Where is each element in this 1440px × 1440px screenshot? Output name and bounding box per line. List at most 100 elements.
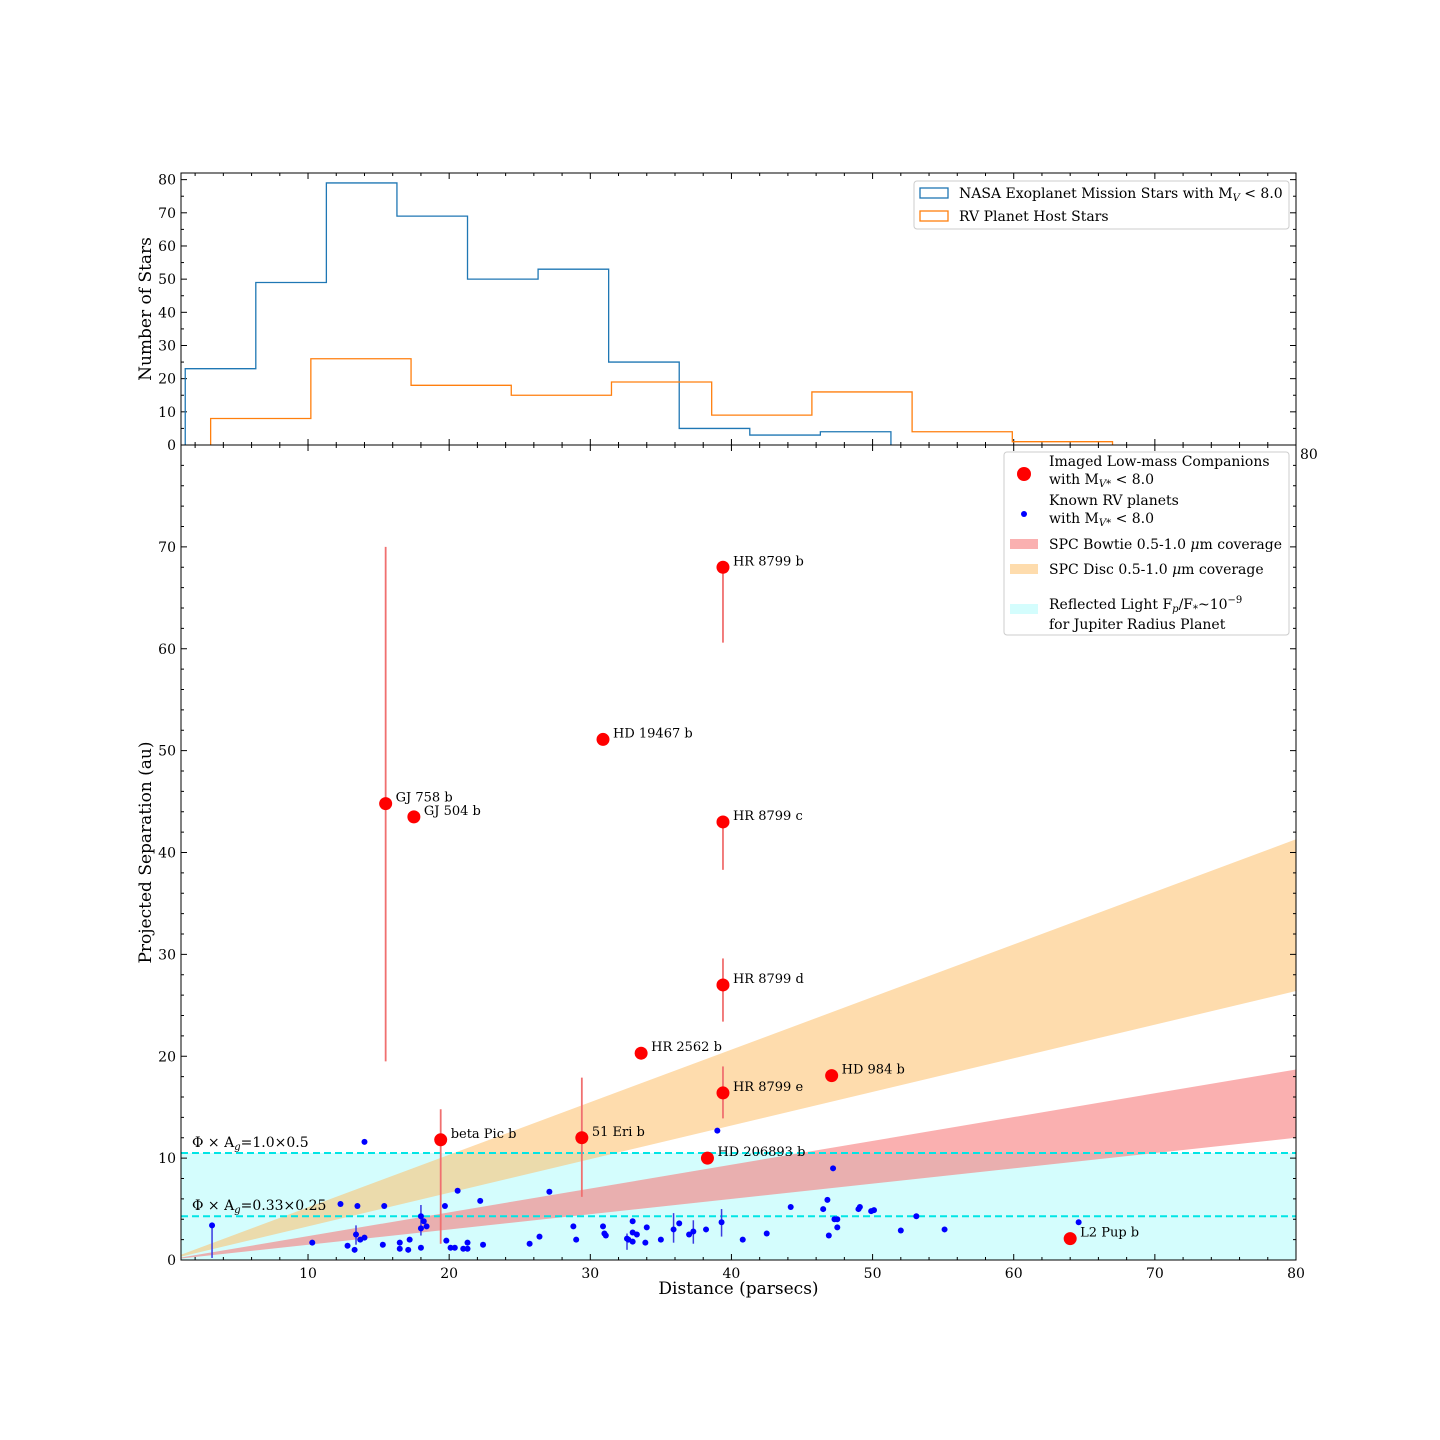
y-tick-label: 30 — [158, 338, 176, 354]
y-tick-label: 50 — [158, 744, 176, 760]
companion-label: beta Pic b — [451, 1127, 517, 1142]
x-tick-label: 80 — [1300, 447, 1318, 463]
text-span: Reflected Light F — [1049, 597, 1172, 613]
rv-planet-point — [739, 1236, 746, 1243]
x-tick-label: 60 — [1005, 1266, 1023, 1282]
rv-planet-point — [536, 1233, 543, 1240]
text-span: ~10 — [1198, 597, 1228, 613]
rv-planet-point — [714, 1127, 721, 1134]
histogram-legend — [913, 180, 1290, 230]
text-span: =0.33×0.25 — [241, 1198, 327, 1214]
text-span: μ — [1190, 537, 1199, 553]
x-tick-label: 70 — [1146, 1266, 1164, 1282]
text-span: * — [1193, 604, 1198, 615]
companion-label: HR 8799 c — [733, 809, 803, 824]
text-span: g — [234, 1205, 240, 1216]
text-span: V* — [1099, 479, 1111, 490]
x-tick-label: 20 — [440, 1266, 458, 1282]
histogram-panel: 0 10 20 30 40 50 60 70 80 80 Number of Stars NASA E… — [136, 172, 1318, 463]
rv-planet-point — [423, 1223, 430, 1230]
legend-label: SPC Bowtie 0.5-1.0 μm coverage — [1049, 537, 1282, 553]
y-tick-label: 40 — [158, 305, 176, 321]
rv-planet-point — [633, 1231, 640, 1238]
y-tick-label: 30 — [158, 947, 176, 963]
legend-label: NASA Exoplanet Mission Stars with MV < 8… — [959, 186, 1283, 204]
y-tick-label: 40 — [158, 846, 176, 862]
y-tick-label: 60 — [158, 239, 176, 255]
rv-planet-point — [405, 1246, 412, 1253]
companion-label: 51 Eri b — [592, 1125, 645, 1140]
rv-planet-point — [629, 1218, 636, 1225]
rv-planet-point — [417, 1244, 424, 1251]
companion-point — [575, 1131, 589, 1145]
rv-planet-point — [351, 1246, 358, 1253]
rv-planet-point — [570, 1223, 577, 1230]
companion-point — [634, 1046, 648, 1060]
y-tick-label: 20 — [158, 1049, 176, 1065]
legend-swatch — [919, 210, 949, 222]
rv-planet-point — [526, 1240, 533, 1247]
rv-planet-point — [361, 1234, 368, 1241]
rv-planet-point — [834, 1216, 841, 1223]
rv-planet-point — [830, 1165, 837, 1172]
companion-label: HD 984 b — [842, 1063, 905, 1078]
text-span: Φ × A — [192, 1135, 235, 1151]
y-tick-label: 70 — [158, 206, 176, 222]
x-tick-label: 10 — [299, 1266, 317, 1282]
rv-planet-point — [573, 1236, 580, 1243]
legend-label: SPC Disc 0.5-1.0 μm coverage — [1049, 562, 1264, 578]
scatter-plot-area — [181, 546, 1296, 1260]
companion-point — [379, 797, 393, 811]
x-tick-label: 50 — [864, 1266, 882, 1282]
text-span: /F — [1179, 597, 1194, 613]
text-span: SPC Disc 0.5-1.0 — [1049, 562, 1172, 578]
companion-label: HD 19467 b — [613, 726, 693, 741]
y-axis-title: Projected Separation (au) — [136, 741, 156, 963]
text-span: m coverage — [1181, 562, 1263, 578]
rv-planet-point — [824, 1196, 831, 1203]
text-span: V* — [1099, 518, 1111, 529]
rv-planet-point — [856, 1204, 863, 1211]
rv-planet-point — [477, 1197, 484, 1204]
rv-planet-point — [546, 1188, 553, 1195]
x-axis-title: Distance (parsecs) — [658, 1279, 818, 1299]
legend-label: Imaged Low-mass Companions — [1049, 454, 1270, 470]
y-tick-label: 20 — [158, 372, 176, 388]
companion-point — [716, 1086, 730, 1100]
rv-planet-point — [464, 1245, 471, 1252]
legend-label: Reflected Light Fp/F*~10−9 — [1049, 595, 1242, 615]
rv-planet-point — [464, 1239, 471, 1246]
text-span: < 8.0 — [1111, 511, 1154, 527]
rv-planet-point — [396, 1245, 403, 1252]
text-span: RV Planet Host Stars — [959, 209, 1109, 225]
rv-planet-point — [676, 1220, 683, 1227]
companion-label: GJ 504 b — [424, 804, 481, 819]
histogram-series-0 — [184, 182, 892, 445]
rv-planet-point — [406, 1236, 413, 1243]
rv-planet-point — [913, 1213, 920, 1220]
legend-label: for Jupiter Radius Planet — [1049, 617, 1226, 633]
rv-planet-point — [941, 1226, 948, 1233]
companion-point — [700, 1151, 714, 1165]
text-span: p — [1172, 604, 1179, 615]
rv-planet-point — [629, 1238, 636, 1245]
companion-label: HR 8799 b — [733, 554, 804, 569]
rv-planet-point — [897, 1227, 904, 1234]
text-span: =1.0×0.5 — [241, 1135, 309, 1151]
companion-point — [434, 1133, 448, 1147]
rv-planet-point — [443, 1237, 450, 1244]
rv-planet-point — [451, 1244, 458, 1251]
companion-label: L2 Pup b — [1080, 1226, 1139, 1241]
text-span: with M — [1049, 472, 1099, 488]
rv-planet-point — [417, 1213, 424, 1220]
companion-label: HR 8799 d — [733, 972, 804, 987]
rv-planet-point — [447, 1244, 454, 1251]
y-tick-label: 10 — [158, 405, 176, 421]
y-tick-label: 60 — [158, 642, 176, 658]
rv-planet-point — [686, 1231, 693, 1238]
companion-point — [716, 815, 730, 829]
legend-swatch — [919, 187, 949, 199]
legend-marker-imaged — [1017, 467, 1031, 481]
companion-point — [716, 560, 730, 574]
